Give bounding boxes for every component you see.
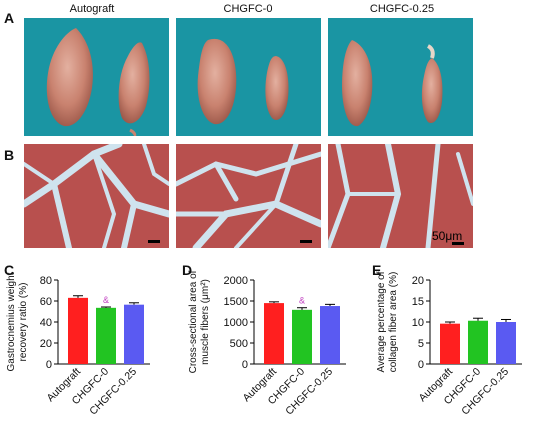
histology-chgfc-025-image: 50μm: [328, 144, 473, 248]
y-tick-label-d: 0: [242, 359, 248, 371]
panel-label-a: A: [4, 10, 15, 26]
photo-autograft: [24, 18, 169, 136]
y-axis-label-d: Cross-sectional area of: [188, 270, 199, 373]
panel-label-b: B: [4, 147, 15, 163]
scale-bar-label: 50μm: [432, 229, 462, 243]
y-tick-label-e: 15: [412, 296, 424, 308]
y-axis-label-d: muscle fibers (μm²): [200, 279, 211, 365]
y-axis-label-c: Gastrocnemius weight: [6, 272, 17, 371]
y-tick-label-e: 0: [418, 359, 424, 371]
y-tick-label-e: 5: [418, 338, 424, 350]
y-axis-label-c: recovery ratio (%): [18, 283, 29, 362]
y-axis-label-e: Average percentage of: [376, 271, 387, 372]
significance-mark-c: &: [103, 295, 109, 305]
bar-c-autograft: [68, 297, 88, 364]
histology-chgfc-0: [176, 144, 321, 248]
panel-label-c: C: [4, 262, 15, 278]
photo-chgfc-0-image: [197, 38, 289, 125]
histology-autograft-image: [24, 144, 169, 248]
y-axis-label-e: collagen fiber area (%): [388, 272, 399, 373]
y-tick-label-c: 40: [40, 317, 52, 329]
photo-chgfc-025-image: [342, 40, 443, 127]
y-tick-label-d: 2000: [224, 275, 248, 287]
panel-label-d: D: [182, 262, 193, 278]
significance-mark-d: &: [299, 296, 305, 306]
histology-chgfc-0-image: [176, 144, 321, 248]
y-tick-label-d: 500: [230, 338, 248, 350]
bar-e-autograft: [440, 323, 460, 364]
y-tick-label-c: 60: [40, 296, 52, 308]
bar-c-chgfc025: [124, 304, 144, 364]
column-title-chgfc-025: CHGFC-0.25: [369, 3, 435, 15]
column-title-chgfc-0: CHGFC-0: [223, 3, 273, 15]
y-tick-label-d: 1000: [224, 317, 248, 329]
bar-d-chgfc025: [320, 306, 340, 364]
y-tick-label-c: 80: [40, 275, 52, 287]
chart-d: 0 500 1000 1500 2000 Cross-sectional area of m…: [188, 270, 346, 417]
y-tick-label-c: 0: [46, 359, 52, 371]
bar-d-chgfc0: [292, 309, 312, 364]
histology-autograft: [24, 144, 169, 248]
bar-c-chgfc0: [96, 307, 116, 364]
chart-e: 0 5 10 15 20 Average percentage of collagen fi…: [376, 271, 522, 417]
y-tick-label-e: 20: [412, 275, 424, 287]
bar-e-chgfc0: [468, 320, 488, 364]
photo-chgfc-0: [176, 18, 321, 136]
y-tick-label-e: 10: [412, 317, 424, 329]
photo-autograft-image: [46, 28, 150, 136]
y-tick-label-c: 20: [40, 338, 52, 350]
column-title-autograft: Autograft: [69, 3, 115, 15]
histology-chgfc-025: 50μm: [328, 144, 473, 248]
panel-label-e: E: [372, 262, 382, 278]
bar-d-autograft: [264, 303, 284, 364]
chart-c: 0 20 40 60 80 Gastrocnemius weight recovery ra…: [6, 272, 150, 417]
y-tick-label-d: 1500: [224, 296, 248, 308]
bar-e-chgfc025: [496, 322, 516, 364]
photo-chgfc-025: [328, 18, 473, 136]
